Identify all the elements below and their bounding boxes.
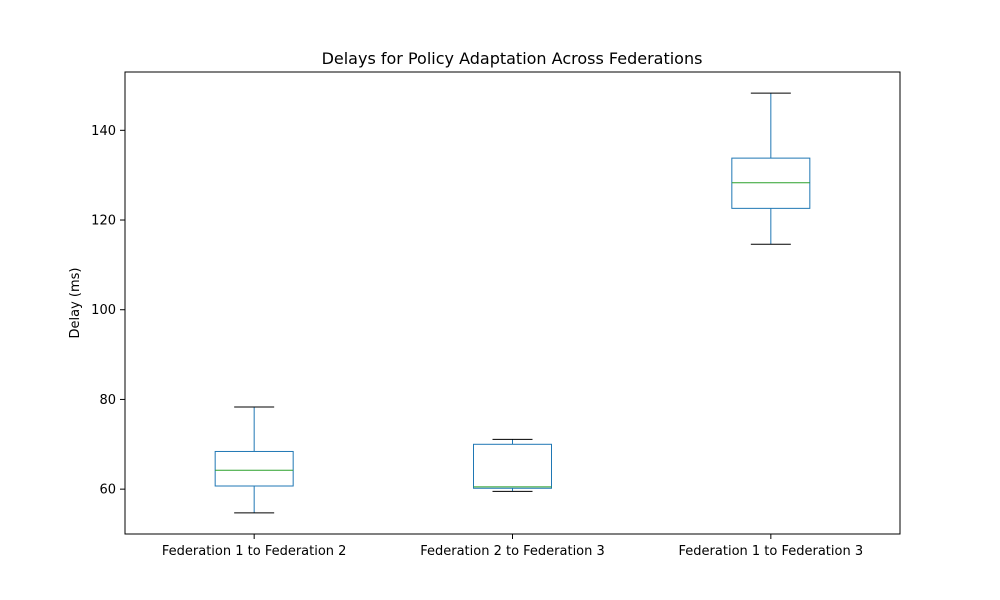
chart-title: Delays for Policy Adaptation Across Fede… xyxy=(322,49,703,68)
y-tick-label: 100 xyxy=(91,303,116,318)
y-tick-label: 60 xyxy=(99,483,116,498)
box-group xyxy=(731,92,811,245)
y-tick-label: 80 xyxy=(99,393,116,408)
x-axis: Federation 1 to Federation 2 Federation 2… xyxy=(162,534,863,559)
y-axis: 60 80 100 120 140 xyxy=(91,124,125,498)
x-tick-label: Federation 1 to Federation 2 xyxy=(162,544,347,559)
box-group xyxy=(473,438,552,492)
plot-area xyxy=(214,92,811,514)
y-axis-label: Delay (ms) xyxy=(68,268,83,339)
plot-frame xyxy=(124,71,901,535)
iqr-box xyxy=(473,443,552,489)
y-tick-label: 120 xyxy=(91,214,116,229)
iqr-box xyxy=(214,450,294,487)
x-tick-label: Federation 2 to Federation 3 xyxy=(420,544,605,559)
box-group xyxy=(214,406,294,514)
y-tick-label: 140 xyxy=(91,124,116,139)
x-tick-label: Federation 1 to Federation 3 xyxy=(679,544,864,559)
